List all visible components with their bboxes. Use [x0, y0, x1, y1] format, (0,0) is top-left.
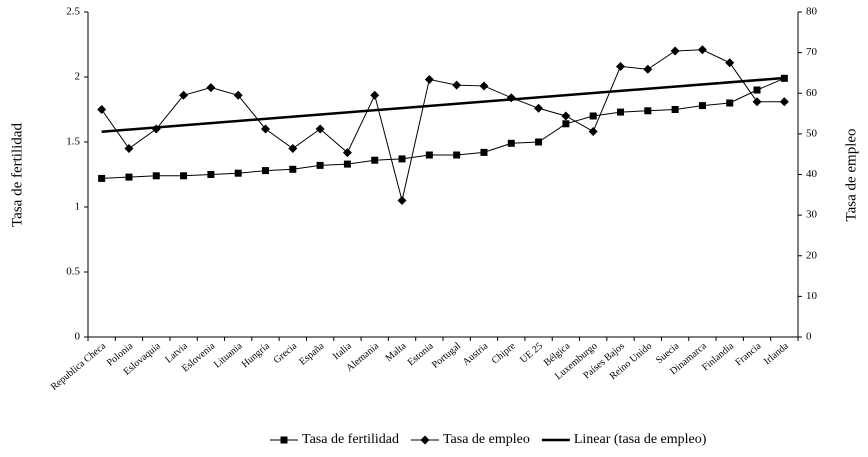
marker — [262, 167, 269, 175]
x-tick-label: Irlanda — [762, 340, 791, 367]
marker — [234, 169, 242, 177]
marker — [671, 106, 679, 113]
marker — [233, 90, 243, 100]
series-line — [101, 49, 785, 201]
y2-tick-label: 40 — [806, 168, 818, 180]
x-tick-label: Portugal — [430, 340, 463, 370]
marker — [288, 144, 298, 153]
x-tick-label: UE 25 — [518, 341, 545, 366]
marker — [480, 148, 488, 156]
marker — [125, 173, 133, 181]
y2-tick-label: 50 — [806, 127, 818, 139]
marker — [562, 120, 570, 128]
marker — [398, 155, 406, 163]
marker — [425, 151, 433, 159]
x-tick-label: Hungría — [240, 340, 273, 370]
marker — [179, 90, 189, 100]
y-tick-label: 2.5 — [66, 6, 80, 18]
marker — [616, 61, 625, 71]
marker — [98, 174, 106, 182]
marker — [261, 124, 270, 134]
marker — [753, 86, 761, 94]
marker — [588, 126, 598, 136]
marker — [420, 435, 430, 445]
y-axis-title: Tasa de fertilidad — [9, 123, 25, 227]
marker — [424, 74, 434, 84]
marker — [644, 107, 652, 115]
marker — [289, 165, 297, 173]
marker — [752, 97, 762, 107]
marker — [670, 46, 680, 56]
marker — [316, 161, 324, 169]
marker — [152, 172, 160, 180]
marker — [97, 105, 107, 114]
y2-tick-label: 30 — [806, 209, 818, 221]
y-tick-label: 2 — [75, 71, 81, 83]
trend-line — [101, 76, 785, 133]
y-tick-label: 0.5 — [66, 266, 80, 278]
marker — [370, 90, 380, 100]
marker — [589, 112, 597, 120]
y2-tick-label: 70 — [806, 46, 818, 58]
marker — [535, 138, 543, 146]
series-line — [101, 77, 785, 179]
x-tick-label: Grecia — [272, 340, 300, 366]
marker — [561, 111, 571, 121]
marker — [342, 148, 352, 158]
marker — [207, 171, 215, 178]
legend-label: Linear (tasa de empleo) — [574, 432, 707, 447]
marker — [698, 102, 706, 110]
x-tick-label: Republica Checa — [49, 340, 109, 393]
marker — [371, 156, 379, 164]
marker — [453, 151, 461, 159]
marker — [697, 45, 707, 55]
marker — [726, 99, 734, 107]
x-tick-label: Lituania — [212, 340, 245, 370]
marker — [617, 108, 624, 116]
y2-tick-label: 60 — [806, 87, 818, 99]
x-tick-label: Austria — [461, 340, 491, 368]
marker — [206, 83, 216, 93]
x-tick-label: Chipre — [490, 340, 518, 366]
marker — [315, 124, 325, 134]
x-tick-label: España — [297, 340, 327, 367]
marker — [725, 58, 735, 68]
legend-label: Tasa de fertilidad — [302, 432, 399, 447]
y-tick-label: 1.5 — [66, 136, 80, 148]
marker — [507, 139, 515, 147]
y2-tick-label: 80 — [806, 6, 818, 18]
marker — [779, 97, 789, 107]
y2-axis-title: Tasa de empleo — [843, 128, 859, 221]
marker — [534, 103, 544, 113]
marker — [124, 144, 134, 153]
marker — [180, 172, 188, 180]
y2-tick-label: 0 — [806, 331, 812, 343]
marker — [643, 64, 653, 74]
marker — [452, 80, 462, 90]
y2-tick-label: 10 — [806, 290, 818, 302]
marker — [397, 196, 407, 205]
y-tick-label: 1 — [75, 201, 81, 213]
marker — [479, 81, 489, 91]
y2-tick-label: 20 — [806, 249, 818, 261]
marker — [343, 160, 351, 168]
x-tick-label: Francia — [733, 340, 763, 368]
marker — [280, 436, 288, 444]
y-tick-label: 0 — [75, 331, 81, 343]
legend-label: Tasa de empleo — [443, 432, 530, 447]
